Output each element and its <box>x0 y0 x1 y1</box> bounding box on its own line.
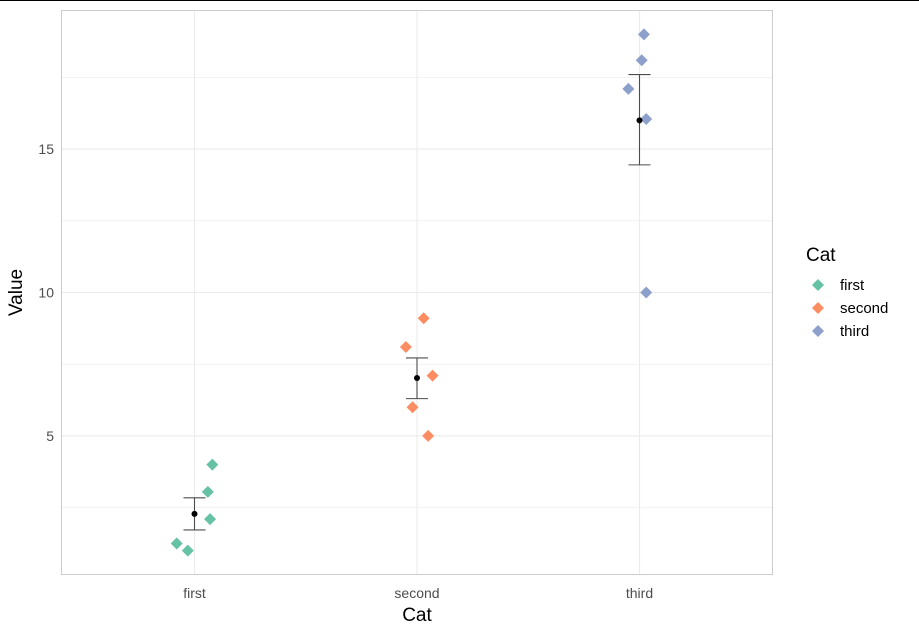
data-point-first <box>206 458 219 471</box>
legend-key-second <box>812 302 824 314</box>
legend-label-first: first <box>840 277 865 294</box>
x-tick-label: third <box>626 585 653 601</box>
data-point-second <box>426 369 439 382</box>
plot-panel-border <box>61 10 773 575</box>
x-axis-title: Cat <box>402 605 432 626</box>
y-tick-label: 15 <box>38 141 54 157</box>
mean-points <box>191 117 643 517</box>
data-point-second <box>399 340 412 353</box>
x-tick-label: second <box>394 585 439 601</box>
y-axis-title: Value <box>6 269 27 316</box>
data-point-third <box>635 54 648 67</box>
data-point-second <box>417 312 430 325</box>
mean-point-first <box>191 510 198 517</box>
data-point-third <box>640 286 653 299</box>
mean-point-third <box>636 117 643 124</box>
data-points <box>170 28 653 557</box>
y-axis-ticks: 5 10 15 <box>38 141 54 444</box>
data-point-second <box>422 429 435 442</box>
legend-key-third <box>812 325 824 337</box>
y-tick-label: 5 <box>46 428 54 444</box>
data-point-first <box>170 537 183 550</box>
data-point-first <box>181 544 194 557</box>
y-tick-label: 10 <box>38 285 54 301</box>
data-point-first <box>204 513 217 526</box>
data-point-second <box>406 401 419 414</box>
legend-label-second: second <box>840 300 888 317</box>
x-axis-ticks: first second third <box>183 585 653 601</box>
x-tick-label: first <box>183 585 206 601</box>
legend-title: Cat <box>806 245 836 266</box>
legend-label-third: third <box>840 323 869 340</box>
legend-key-first <box>812 279 824 291</box>
legend: Cat first second third <box>806 245 888 340</box>
data-point-first <box>201 485 214 498</box>
data-point-third <box>637 28 650 41</box>
top-border-line <box>0 0 919 1</box>
legend-items: first second third <box>812 277 888 340</box>
data-point-third <box>622 82 635 95</box>
data-point-third <box>640 112 653 125</box>
mean-point-second <box>414 374 420 381</box>
